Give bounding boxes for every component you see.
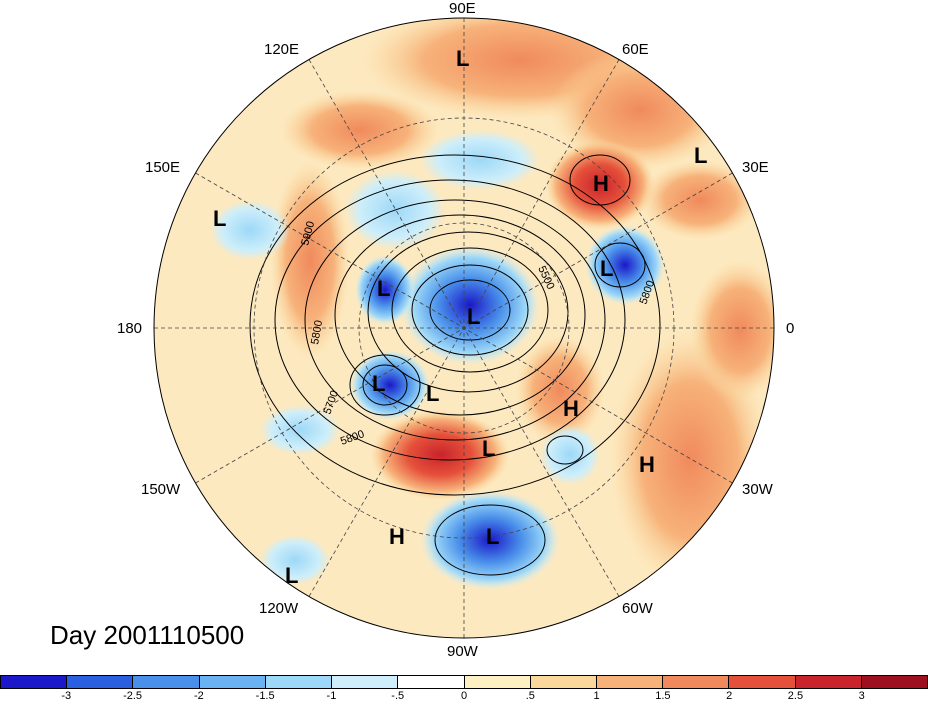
colorbar-tick-label: -2.5 <box>123 690 143 702</box>
colorbar-tick-label: 2.5 <box>787 690 804 702</box>
lon-label-0: 0 <box>786 320 795 337</box>
lon-label-120e: 120E <box>264 41 300 58</box>
colorbar-tick-label: -1 <box>326 690 337 702</box>
colorbar-swatch <box>464 676 531 688</box>
colorbar <box>0 675 928 689</box>
pressure-center: H <box>639 452 655 477</box>
colorbar-swatch <box>67 676 134 688</box>
pressure-center: H <box>389 524 405 549</box>
colorbar-swatch <box>133 676 200 688</box>
pressure-center: L <box>372 371 385 396</box>
colorbar-tick-label: -2 <box>193 690 204 702</box>
pressure-center: L <box>426 381 439 406</box>
pressure-center: L <box>600 256 613 281</box>
colorbar-tick-label: 3 <box>858 690 865 702</box>
colorbar-tick-label: -1.5 <box>255 690 275 702</box>
colorbar-swatch <box>729 676 796 688</box>
colorbar-tick-label: 1 <box>593 690 600 702</box>
pressure-center: L <box>486 524 499 549</box>
pressure-center: L <box>467 304 480 329</box>
colorbar-swatch <box>596 676 664 688</box>
colorbar-tick-label: 0 <box>460 690 468 702</box>
lon-label-90e: 90E <box>449 0 476 17</box>
colorbar-tick-label: 2 <box>726 690 733 702</box>
colorbar-swatch <box>265 676 333 688</box>
pressure-center: L <box>482 436 495 461</box>
pressure-center: L <box>213 206 226 231</box>
lon-label-60e: 60E <box>622 41 649 58</box>
pressure-center: L <box>694 143 707 168</box>
graticule <box>154 18 774 638</box>
height-contours <box>249 154 661 576</box>
colorbar-swatch <box>530 676 597 688</box>
contour-label: 5800 <box>309 319 325 345</box>
lon-label-120w: 120W <box>259 600 299 617</box>
lon-label-30e: 30E <box>742 159 769 176</box>
pressure-center: H <box>593 171 609 196</box>
map-boundary <box>153 17 775 639</box>
figure-title: Day 2001110500 <box>50 620 245 650</box>
colorbar-tick-label: .5 <box>525 690 535 702</box>
pressure-center: L <box>456 46 469 71</box>
lon-label-150w: 150W <box>141 481 181 498</box>
anomaly-field <box>154 18 774 638</box>
colorbar-swatch <box>663 676 730 688</box>
lon-label-150e: 150E <box>145 159 181 176</box>
pressure-center: H <box>563 396 579 421</box>
colorbar-swatch <box>398 676 465 688</box>
colorbar-swatch <box>795 676 862 688</box>
colorbar-swatch <box>861 676 928 688</box>
pressure-center: L <box>377 276 390 301</box>
lon-label-60w: 60W <box>622 600 653 617</box>
pressure-center: L <box>285 563 298 588</box>
colorbar-swatch <box>199 676 266 688</box>
lon-label-180: 180 <box>117 320 143 337</box>
colorbar-tick-label: -3 <box>61 690 72 702</box>
colorbar-swatch <box>1 676 68 688</box>
colorbar-tick-label: -.5 <box>391 690 405 702</box>
colorbar-swatch <box>332 676 399 688</box>
lon-label-90w: 90W <box>447 643 478 660</box>
lon-label-30w: 30W <box>742 481 773 498</box>
colorbar-tick-label: 1.5 <box>655 690 671 702</box>
